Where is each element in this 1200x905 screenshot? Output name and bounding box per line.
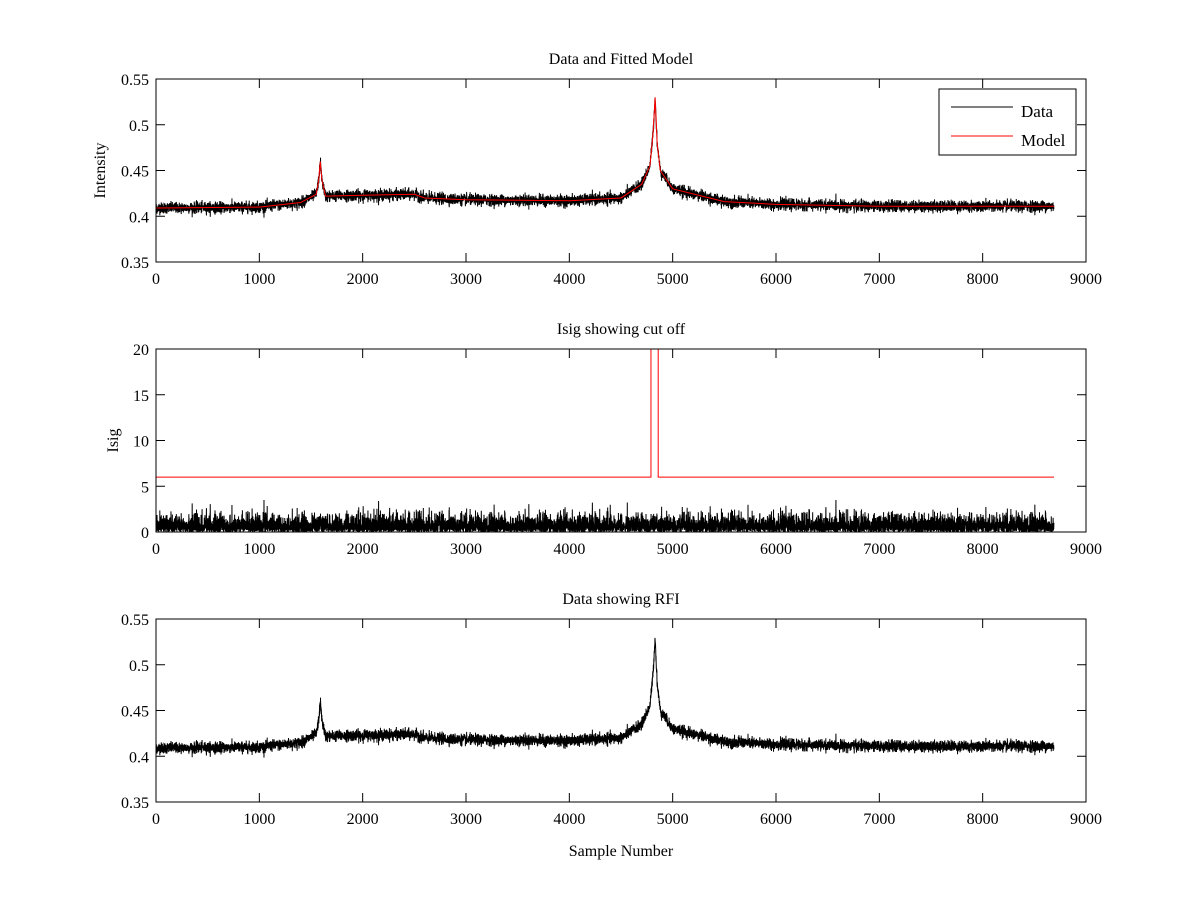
x-tick-label: 0	[152, 271, 160, 288]
y-tick-label: 10	[133, 434, 149, 451]
y-tick-label: 0.5	[129, 118, 149, 135]
y-tick-label: 0.4	[129, 209, 149, 226]
subplot-title: Isig showing cut off	[557, 321, 686, 338]
x-tick-label: 5000	[657, 811, 689, 828]
x-tick-label: 7000	[863, 271, 895, 288]
y-axis-label: Intensity	[92, 143, 109, 199]
x-tick-label: 1000	[243, 271, 275, 288]
x-tick-label: 3000	[450, 541, 482, 558]
x-tick-label: 2000	[347, 271, 379, 288]
plot-area	[156, 349, 1086, 532]
x-tick-label: 9000	[1070, 811, 1102, 828]
x-tick-label: 1000	[243, 541, 275, 558]
x-tick-label: 9000	[1070, 541, 1102, 558]
y-tick-label: 0.4	[129, 749, 149, 766]
plot-area	[156, 619, 1086, 802]
x-tick-label: 4000	[553, 541, 585, 558]
x-tick-label: 1000	[243, 811, 275, 828]
x-tick-label: 3000	[450, 811, 482, 828]
subplot-3: 0 1000 2000 3000 4000 5000 6000 7000 8000 9000 0.3…	[121, 591, 1102, 860]
subplot-2: 0 1000 2000 3000 4000 5000 6000 7000 8000 9000 0 5 1…	[105, 321, 1102, 558]
series-data-line	[156, 637, 1055, 758]
y-tick-label: 0.35	[121, 255, 149, 272]
x-tick-label: 8000	[967, 271, 999, 288]
y-tick-label: 0.5	[129, 658, 149, 675]
y-tick-label: 20	[133, 342, 149, 359]
x-tick-label: 5000	[657, 271, 689, 288]
subplot-title: Data showing RFI	[562, 591, 679, 608]
x-tick-label: 4000	[553, 811, 585, 828]
x-tick-label: 2000	[347, 811, 379, 828]
y-tick-label: 0.55	[121, 72, 149, 89]
y-tick-label: 0	[141, 525, 149, 542]
plot-area	[156, 79, 1086, 262]
x-tick-label: 3000	[450, 271, 482, 288]
x-tick-label: 6000	[760, 811, 792, 828]
y-tick-label: 0.45	[121, 164, 149, 181]
x-tick-label: 2000	[347, 541, 379, 558]
y-tick-label: 0.35	[121, 795, 149, 812]
legend-label-data: Data	[1021, 102, 1054, 121]
x-tick-label: 5000	[657, 541, 689, 558]
subplot-title: Data and Fitted Model	[549, 51, 694, 68]
x-tick-label: 6000	[760, 541, 792, 558]
x-tick-label: 8000	[967, 811, 999, 828]
x-tick-label: 7000	[863, 541, 895, 558]
x-tick-label: 9000	[1070, 271, 1102, 288]
subplot-1: 0 1000 2000 3000 4000 5000 6000 7000 8000 9000 0.3…	[92, 51, 1102, 288]
x-tick-label: 6000	[760, 271, 792, 288]
y-axis-label: Isig	[105, 429, 122, 453]
series-cut-off-line	[156, 349, 1054, 478]
x-tick-label: 8000	[967, 541, 999, 558]
x-tick-label: 4000	[553, 271, 585, 288]
x-axis-label: Sample Number	[569, 843, 674, 860]
x-tick-label: 7000	[863, 811, 895, 828]
series-isig-line	[156, 499, 1055, 532]
x-tick-label: 0	[152, 541, 160, 558]
legend-label-model: Model	[1021, 131, 1066, 150]
legend-box	[938, 88, 1077, 156]
y-tick-label: 0.45	[121, 704, 149, 721]
legend: Data Model	[938, 88, 1077, 156]
y-tick-label: 0.55	[121, 612, 149, 629]
y-tick-label: 15	[133, 388, 149, 405]
y-tick-label: 5	[141, 479, 149, 496]
x-tick-label: 0	[152, 811, 160, 828]
series-model-line	[156, 97, 1054, 209]
